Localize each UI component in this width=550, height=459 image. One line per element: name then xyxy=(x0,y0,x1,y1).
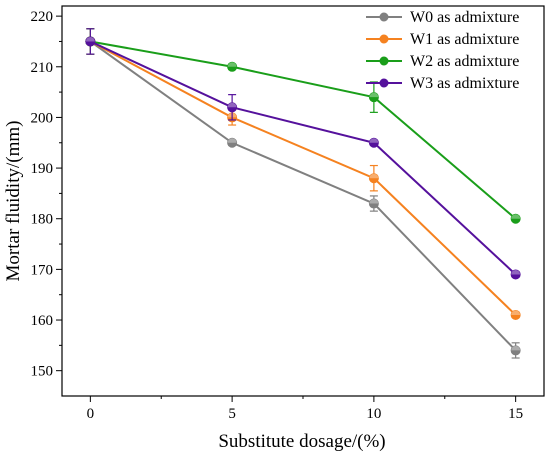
series-line xyxy=(90,40,517,220)
legend-entry-3: W3 as admixture xyxy=(366,75,519,92)
data-point-highlight xyxy=(369,199,379,204)
data-point-highlight xyxy=(369,173,379,179)
data-point xyxy=(368,173,379,184)
data-point-highlight xyxy=(511,310,521,315)
y-tick-label: 190 xyxy=(31,161,54,177)
data-point-highlight xyxy=(511,269,521,275)
y-tick-label: 220 xyxy=(31,9,54,25)
data-point-highlight xyxy=(511,214,521,219)
x-tick-label: 0 xyxy=(87,406,95,422)
legend-label: W1 as admixture xyxy=(410,31,519,48)
data-point-highlight xyxy=(511,345,521,351)
data-point-highlight xyxy=(369,92,379,98)
x-tick-label: 5 xyxy=(228,406,236,422)
data-point-highlight xyxy=(369,138,379,143)
legend-entry-1: W1 as admixture xyxy=(366,31,519,48)
x-tick-label: 10 xyxy=(366,406,381,422)
series-2 xyxy=(85,28,521,224)
legend-label: W2 as admixture xyxy=(410,53,519,70)
series-layer xyxy=(85,28,521,359)
data-point-highlight xyxy=(85,36,95,42)
series-line xyxy=(89,40,517,276)
data-point xyxy=(510,345,521,356)
legend-marker xyxy=(379,78,389,88)
data-point xyxy=(227,102,238,113)
data-point xyxy=(368,137,379,148)
x-axis-title: Substitute dosage/(%) xyxy=(218,431,385,452)
x-tick-label: 15 xyxy=(508,406,523,422)
data-point-highlight xyxy=(227,138,237,143)
legend-entry-0: W0 as admixture xyxy=(366,9,519,26)
y-axis-title: Mortar fluidity/(mm) xyxy=(3,121,24,282)
series-3 xyxy=(85,28,521,280)
data-point xyxy=(85,36,96,47)
axes: 0 5 10 15 150 160 170 180 190 200 210 220 xyxy=(31,5,545,422)
data-point xyxy=(227,61,238,72)
y-tick-label: 150 xyxy=(31,364,54,380)
legend-label: W0 as admixture xyxy=(410,9,519,26)
legend-marker xyxy=(379,56,389,66)
legend-label: W3 as admixture xyxy=(410,75,519,92)
data-point xyxy=(510,309,521,320)
data-point xyxy=(510,213,521,224)
legend: W0 as admixture W1 as admixture W2 as admi… xyxy=(366,9,519,92)
legend-marker xyxy=(379,34,389,44)
legend-marker xyxy=(379,12,389,22)
y-tick-label: 200 xyxy=(31,110,54,126)
y-tick-label: 210 xyxy=(31,60,54,76)
series-line xyxy=(89,40,517,316)
data-point xyxy=(368,92,379,103)
y-tick-label: 160 xyxy=(31,313,54,329)
y-tick-label: 180 xyxy=(31,212,54,228)
y-tick-label: 170 xyxy=(31,262,54,278)
data-point xyxy=(510,269,521,280)
series-line xyxy=(89,40,517,352)
data-point xyxy=(227,137,238,148)
data-point xyxy=(368,198,379,209)
data-point-highlight xyxy=(227,102,237,108)
legend-entry-2: W2 as admixture xyxy=(366,53,519,70)
data-point-highlight xyxy=(227,62,237,67)
